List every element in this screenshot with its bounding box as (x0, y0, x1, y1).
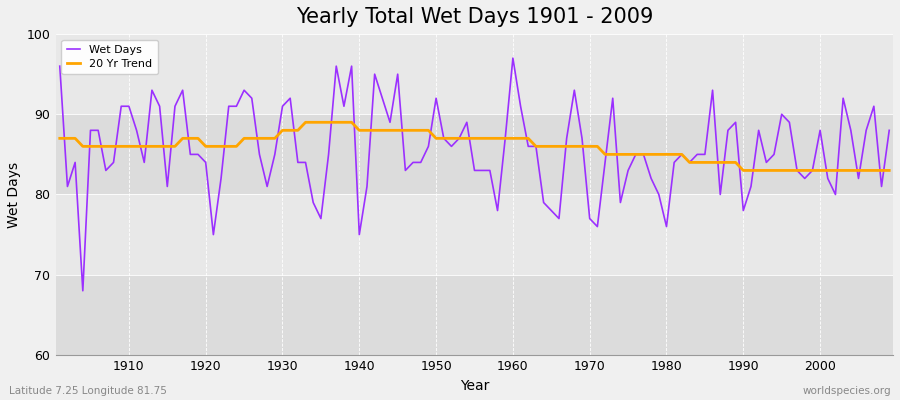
20 Yr Trend (284, 128, 295, 133)
Bar (56, 114, 893, 194)
20 Yr Trend (508, 136, 518, 141)
Legend: Wet Days, 20 Yr Trend: Wet Days, 20 Yr Trend (61, 40, 158, 74)
20 Yr Trend (300, 120, 310, 125)
20 Yr Trend (54, 136, 65, 141)
Wet Days (508, 56, 518, 60)
Bar (56, 194, 893, 275)
Bar (56, 34, 893, 114)
X-axis label: Year: Year (460, 379, 490, 393)
Line: 20 Yr Trend: 20 Yr Trend (59, 122, 889, 170)
20 Yr Trend (608, 152, 618, 157)
20 Yr Trend (338, 120, 349, 125)
Title: Yearly Total Wet Days 1901 - 2009: Yearly Total Wet Days 1901 - 2009 (296, 7, 653, 27)
Wet Days (615, 200, 626, 205)
Text: Latitude 7.25 Longitude 81.75: Latitude 7.25 Longitude 81.75 (9, 386, 166, 396)
Wet Days (523, 144, 534, 149)
Y-axis label: Wet Days: Wet Days (7, 162, 21, 228)
Bar (56, 275, 893, 355)
Wet Days (123, 104, 134, 109)
Wet Days (884, 128, 895, 133)
20 Yr Trend (738, 168, 749, 173)
Wet Days (515, 104, 526, 109)
20 Yr Trend (515, 136, 526, 141)
Text: worldspecies.org: worldspecies.org (803, 386, 891, 396)
Wet Days (54, 64, 65, 68)
20 Yr Trend (116, 144, 127, 149)
Wet Days (77, 288, 88, 293)
Wet Days (292, 160, 303, 165)
20 Yr Trend (884, 168, 895, 173)
Line: Wet Days: Wet Days (59, 58, 889, 291)
Wet Days (338, 104, 349, 109)
